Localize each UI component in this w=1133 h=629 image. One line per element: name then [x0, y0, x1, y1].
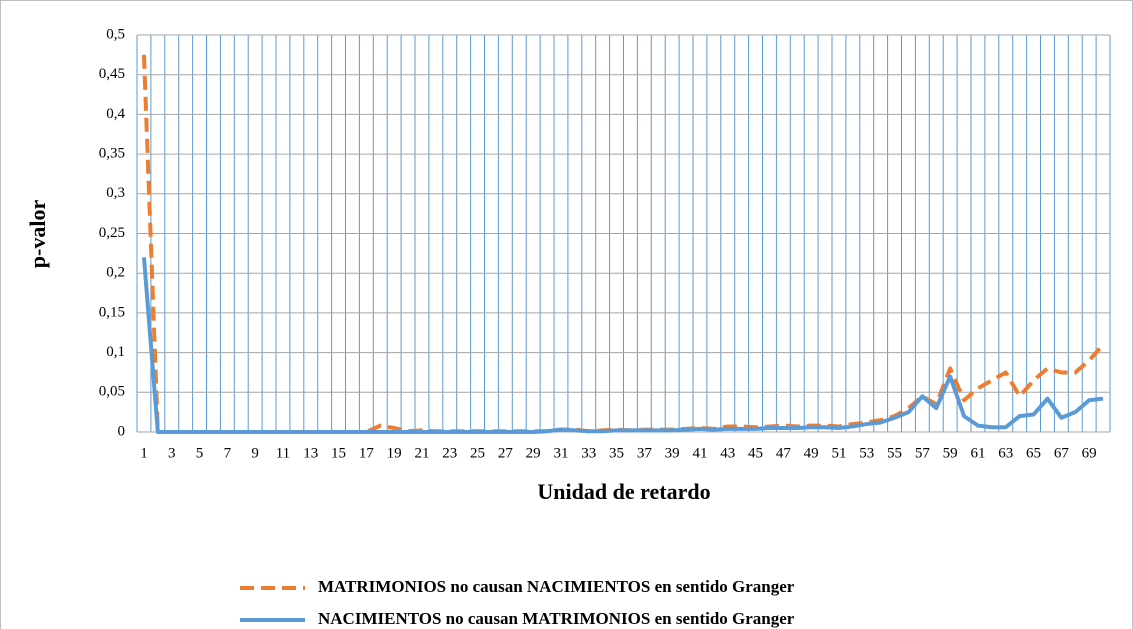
- x-tick-label: 27: [498, 445, 514, 461]
- x-tick-label: 57: [915, 445, 931, 461]
- y-axis-label: p-valor: [25, 200, 50, 269]
- x-tick-label: 31: [553, 445, 568, 461]
- x-tick-label: 63: [998, 445, 1013, 461]
- x-tick-label: 15: [331, 445, 346, 461]
- x-tick-label: 5: [196, 445, 204, 461]
- legend-label: NACIMIENTOS no causan MATRIMONIOS en sen…: [318, 609, 795, 628]
- x-tick-label: 55: [887, 445, 902, 461]
- x-tick-label: 13: [303, 445, 318, 461]
- x-tick-label: 49: [804, 445, 819, 461]
- x-tick-label: 25: [470, 445, 485, 461]
- y-tick-label: 0,2: [106, 265, 125, 281]
- x-tick-label: 23: [442, 445, 457, 461]
- x-tick-label: 1: [140, 445, 148, 461]
- x-tick-label: 29: [526, 445, 541, 461]
- x-tick-label: 33: [581, 445, 596, 461]
- y-tick-label: 0,25: [99, 225, 125, 241]
- x-tick-label: 53: [859, 445, 874, 461]
- y-tick-label: 0,5: [106, 26, 125, 42]
- legend-label: MATRIMONIOS no causan NACIMIENTOS en sen…: [318, 577, 795, 596]
- x-tick-label: 67: [1054, 445, 1070, 461]
- x-tick-label: 3: [168, 445, 176, 461]
- x-tick-label: 47: [776, 445, 792, 461]
- x-tick-label: 37: [637, 445, 653, 461]
- x-tick-label: 45: [748, 445, 763, 461]
- x-tick-label: 7: [224, 445, 232, 461]
- y-tick-label: 0,15: [99, 304, 125, 320]
- x-tick-label: 19: [387, 445, 402, 461]
- x-tick-label: 43: [720, 445, 735, 461]
- x-tick-label: 17: [359, 445, 375, 461]
- y-tick-label: 0,4: [106, 106, 125, 122]
- y-tick-label: 0: [118, 423, 126, 439]
- x-tick-label: 21: [414, 445, 429, 461]
- x-tick-label: 11: [276, 445, 290, 461]
- x-tick-label: 61: [970, 445, 985, 461]
- y-tick-label: 0,1: [106, 344, 125, 360]
- x-tick-label: 59: [943, 445, 958, 461]
- y-tick-label: 0,35: [99, 146, 125, 162]
- y-tick-label: 0,45: [99, 66, 125, 82]
- y-tick-label: 0,05: [99, 384, 125, 400]
- x-tick-label: 41: [692, 445, 707, 461]
- x-tick-label: 39: [665, 445, 680, 461]
- series-line: [141, 257, 1104, 434]
- x-axis-label: Unidad de retardo: [537, 479, 710, 504]
- x-tick-label: 69: [1082, 445, 1097, 461]
- x-tick-label: 9: [251, 445, 259, 461]
- x-tick-label: 51: [831, 445, 846, 461]
- y-tick-label: 0,3: [106, 185, 125, 201]
- x-tick-label: 35: [609, 445, 624, 461]
- x-tick-label: 65: [1026, 445, 1041, 461]
